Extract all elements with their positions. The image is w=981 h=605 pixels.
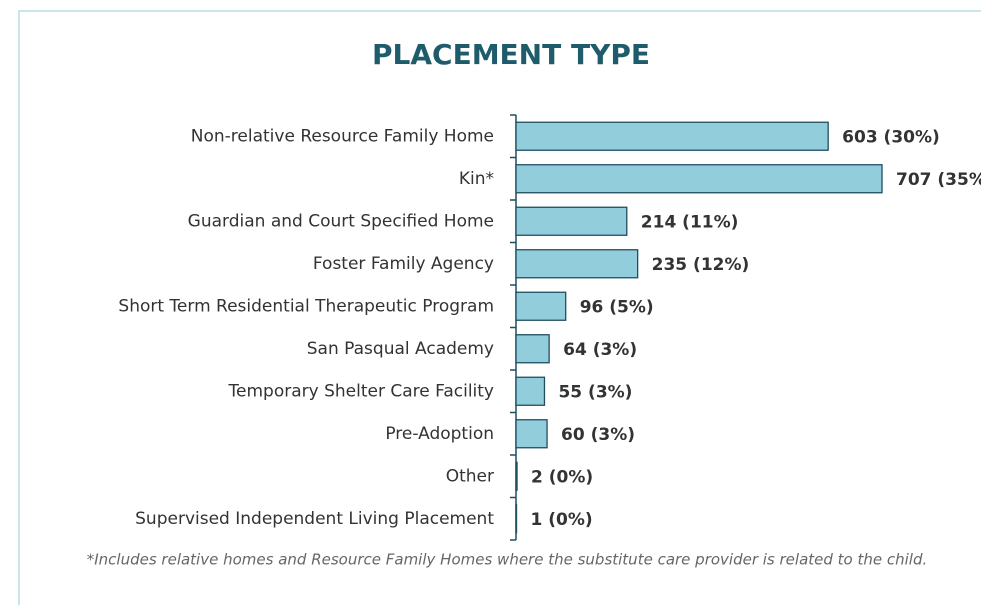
value-label: 707 (35%) [896,170,981,190]
value-label: 235 (12%) [652,255,750,275]
category-label: Pre-Adoption [385,424,494,444]
bar [515,376,546,406]
category-label: Guardian and Court Specified Home [188,211,494,231]
category-label: Foster Family Agency [313,254,494,274]
category-label: San Pasqual Academy [307,339,494,359]
value-label: 603 (30%) [842,127,940,147]
chart-title: PLACEMENT TYPE [372,38,650,71]
bar [515,461,518,491]
value-label: 60 (3%) [561,425,635,445]
bar [515,206,628,236]
bar [515,504,518,534]
bar [515,121,829,151]
category-label: Non-relative Resource Family Home [191,126,494,146]
value-label: 1 (0%) [531,510,593,530]
bar [515,249,639,279]
value-label: 55 (3%) [558,382,632,402]
category-label: Short Term Residential Therapeutic Progr… [118,296,494,316]
bar [515,291,567,321]
category-label: Supervised Independent Living Placement [135,509,494,529]
value-label: 96 (5%) [580,297,654,317]
value-label: 2 (0%) [531,467,593,487]
value-label: 64 (3%) [563,340,637,360]
footnote: *Includes relative homes and Resource Fa… [87,551,928,569]
category-label: Kin* [459,169,494,189]
panel-border [18,10,981,605]
category-label: Other [446,466,494,486]
bar [515,334,550,364]
category-label: Temporary Shelter Care Facility [228,381,494,401]
value-label: 214 (11%) [641,212,739,232]
bar [515,419,548,449]
bar [515,164,883,194]
